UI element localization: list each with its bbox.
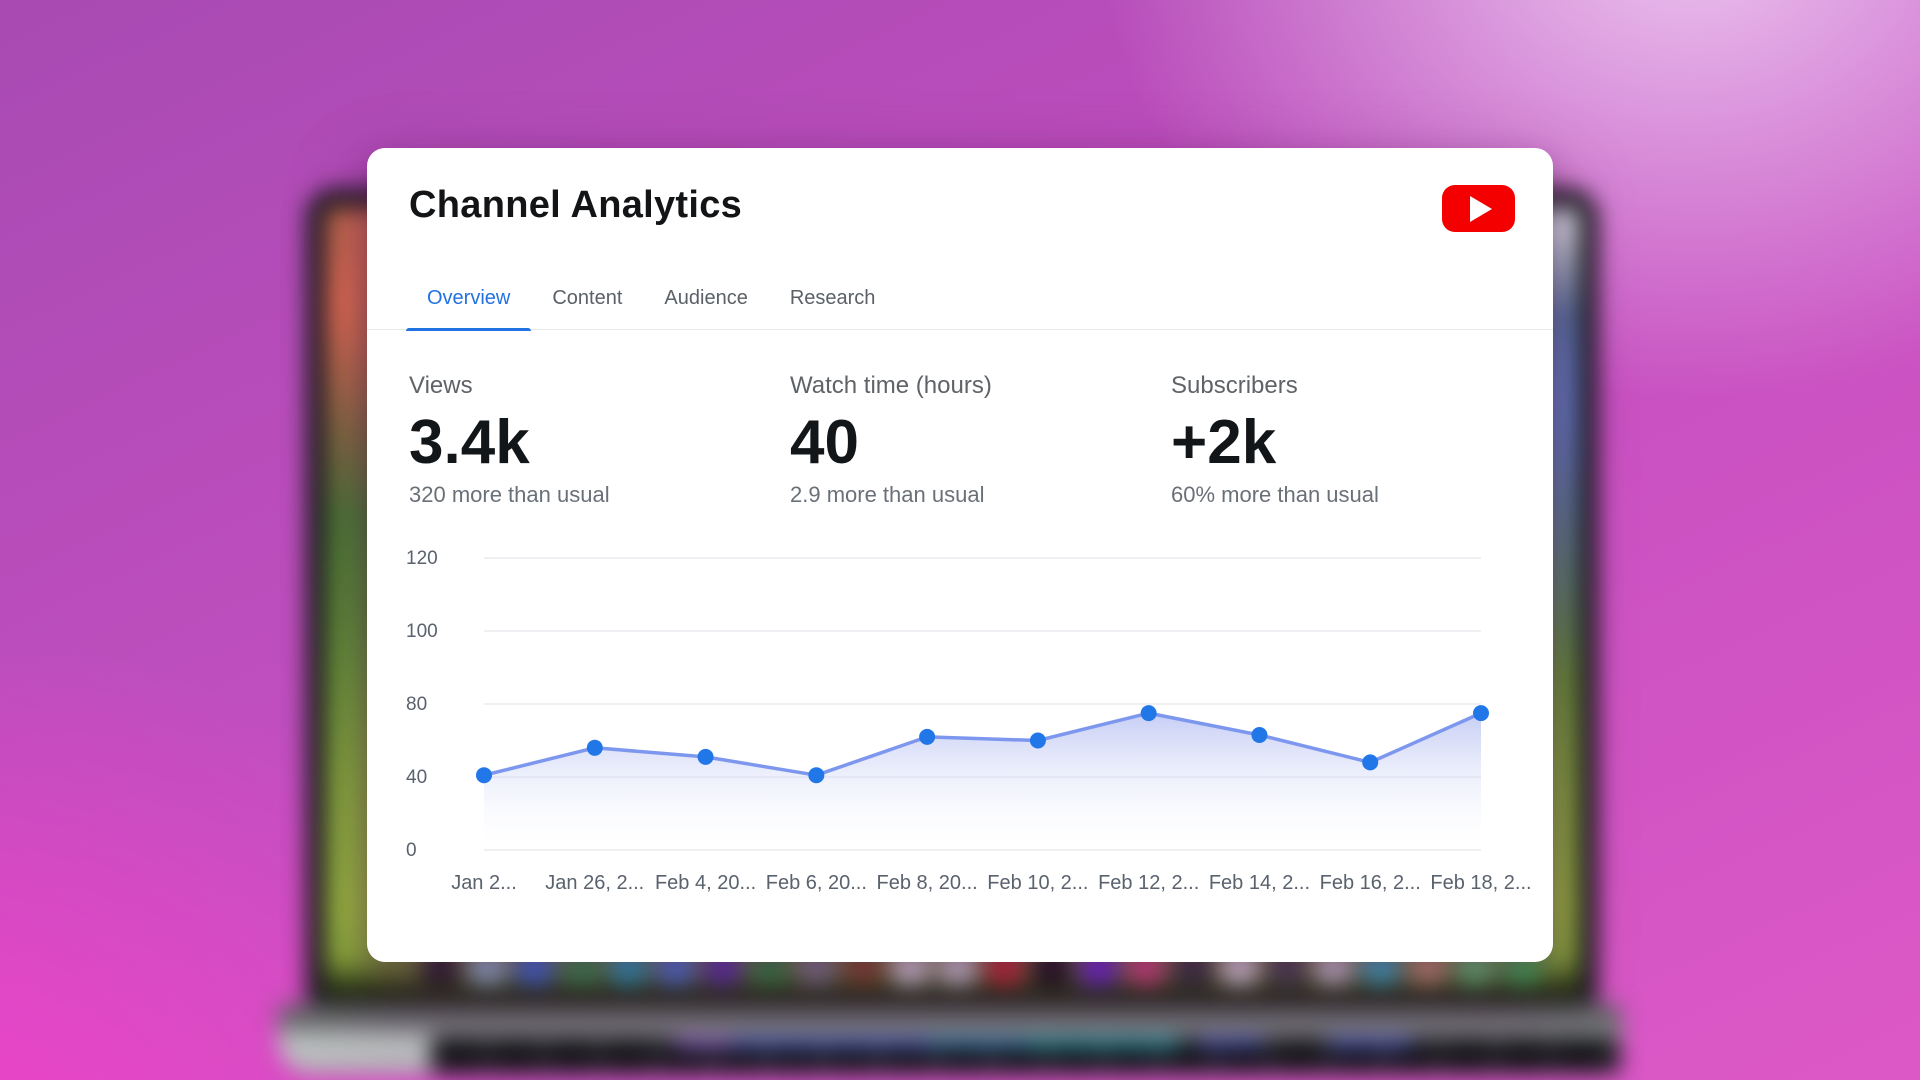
x-axis-tick-label: Feb 8, 20... bbox=[877, 872, 978, 894]
views-chart: 120 100 80 40 0 Jan 2... Jan 26, 2... Feb 4, 20… bbox=[406, 548, 1532, 894]
tab-research[interactable]: Research bbox=[769, 268, 897, 330]
y-axis-tick-label: 100 bbox=[406, 621, 438, 642]
stat-value: 3.4k bbox=[409, 408, 530, 478]
keyboard-reflections bbox=[430, 1038, 1620, 1047]
chart-line bbox=[482, 711, 1483, 777]
chart-data-point[interactable] bbox=[919, 728, 936, 745]
chart-data-point[interactable] bbox=[808, 767, 825, 784]
tab-bar: Overview Content Audience Research bbox=[367, 268, 1553, 331]
chart-data-point[interactable] bbox=[476, 767, 492, 784]
x-axis-tick-label: Feb 6, 20... bbox=[766, 872, 867, 894]
x-axis-tick-label: Feb 10, 2... bbox=[987, 872, 1088, 894]
tab-overview[interactable]: Overview bbox=[406, 268, 532, 331]
chart-data-point[interactable] bbox=[697, 748, 714, 765]
stat-label: Subscribers bbox=[1171, 372, 1298, 399]
tab-audience[interactable]: Audience bbox=[643, 268, 768, 330]
stat-note: 2.9 more than usual bbox=[790, 482, 985, 508]
tab-content[interactable]: Content bbox=[531, 268, 643, 330]
x-axis-tick-label: Feb 12, 2... bbox=[1098, 872, 1199, 894]
stat-note: 60% more than usual bbox=[1171, 482, 1379, 508]
y-axis-tick-label: 80 bbox=[406, 694, 427, 715]
x-axis-tick-label: Feb 16, 2... bbox=[1320, 872, 1421, 894]
stat-watch-time: Watch time (hours) 40 2.9 more than usua… bbox=[790, 370, 992, 508]
x-axis-tick-label: Jan 2... bbox=[451, 872, 517, 894]
chart-data-point[interactable] bbox=[586, 739, 603, 756]
x-axis-tick-label: Jan 26, 2... bbox=[545, 872, 644, 894]
x-axis-tick-label: Feb 18, 2... bbox=[1430, 872, 1531, 894]
chart-data-point[interactable] bbox=[1140, 705, 1157, 722]
chart-data-point[interactable] bbox=[1029, 732, 1046, 749]
chart-data-point[interactable] bbox=[1362, 754, 1379, 771]
play-icon bbox=[1470, 195, 1492, 222]
stats-row: Views 3.4k 320 more than usual Watch tim… bbox=[409, 370, 1511, 507]
chart-data-point[interactable] bbox=[1251, 727, 1268, 743]
stat-value: +2k bbox=[1171, 408, 1277, 478]
x-axis-tick-label: Feb 4, 20... bbox=[655, 872, 756, 894]
chart-data-point[interactable] bbox=[1473, 705, 1489, 722]
stat-subscribers: Subscribers +2k 60% more than usual bbox=[1171, 370, 1379, 508]
stat-value: 40 bbox=[790, 408, 859, 478]
y-axis-tick-label: 0 bbox=[406, 840, 417, 861]
channel-analytics-card: Channel Analytics Overview Content Audie… bbox=[367, 148, 1553, 962]
y-axis-tick-label: 40 bbox=[406, 767, 427, 788]
stat-note: 320 more than usual bbox=[409, 482, 610, 508]
y-axis-tick-label: 120 bbox=[406, 548, 438, 569]
stat-label: Watch time (hours) bbox=[790, 372, 992, 399]
stat-label: Views bbox=[409, 372, 473, 399]
x-axis-tick-label: Feb 14, 2... bbox=[1209, 872, 1310, 894]
page-title: Channel Analytics bbox=[409, 184, 743, 226]
youtube-logo[interactable] bbox=[1442, 185, 1515, 232]
stat-views: Views 3.4k 320 more than usual bbox=[409, 370, 610, 508]
chart-area-fill bbox=[484, 713, 1481, 850]
